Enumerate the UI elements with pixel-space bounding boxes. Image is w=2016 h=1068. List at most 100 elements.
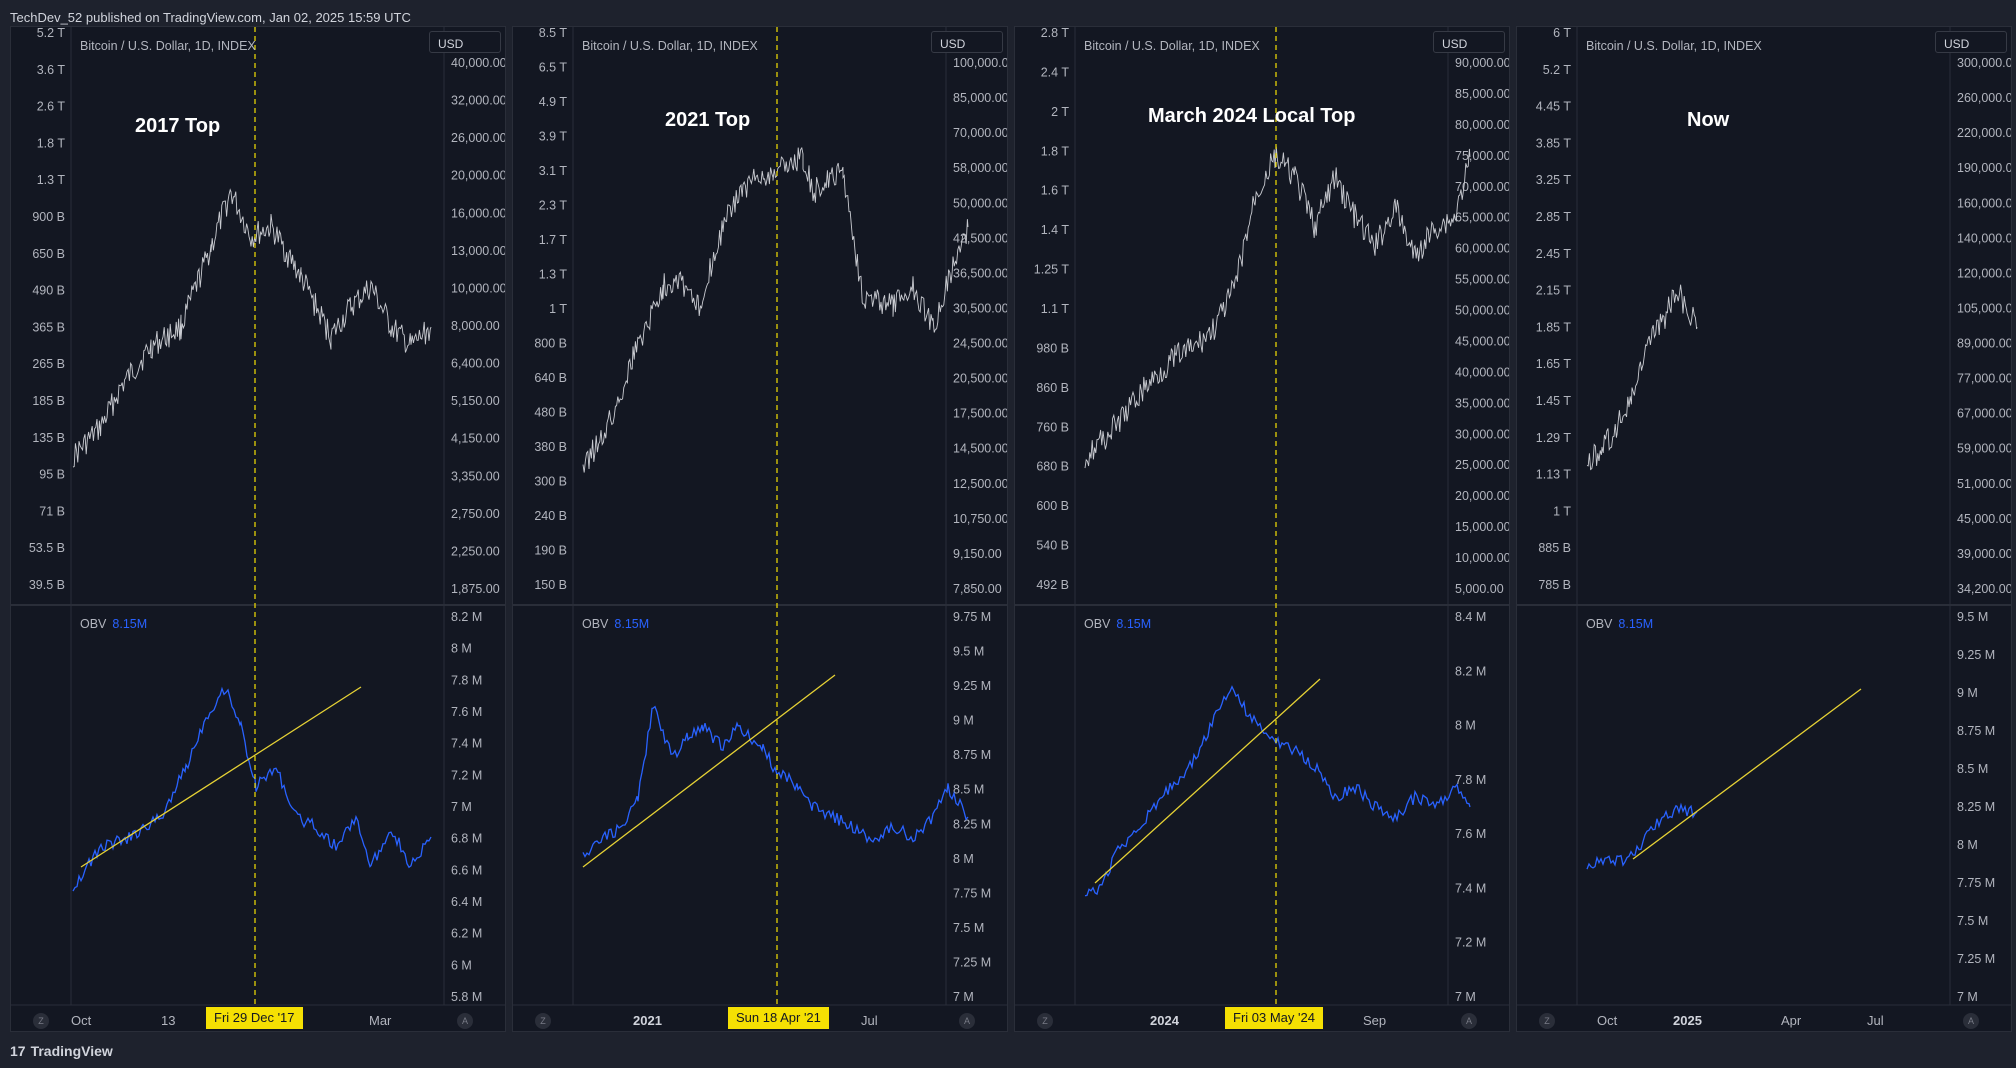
chart-panel-2[interactable]: 8.5 T 6.5 T 4.9 T 3.9 T 3.1 T 2.3 T 1.7 T 1.3 T… <box>512 26 1008 1032</box>
obv-axis-tick: 8 M <box>1957 838 1978 852</box>
obv-axis-tick: 8.75 M <box>953 748 991 762</box>
obv-axis-tick: 8.75 M <box>1957 724 1995 738</box>
price-axis-tick: 70,000.00 <box>953 126 1008 140</box>
obv-axis-tick: 7.25 M <box>953 955 991 969</box>
time-axis-label: Mar <box>369 1013 392 1028</box>
price-axis-tick: 85,000.00 <box>953 91 1008 105</box>
price-axis-tick: 77,000.00 <box>1957 372 2012 386</box>
obv-axis-tick: 7.75 M <box>1957 876 1995 890</box>
chart-canvas[interactable]: 2.8 T 2.4 T 2 T 1.8 T 1.6 T 1.4 T 1.25 T 1.1 T 9… <box>1015 27 1510 1032</box>
currency-button[interactable]: USD <box>1935 31 2007 53</box>
left-axis-tick: 492 B <box>1036 578 1069 592</box>
currency-button[interactable]: USD <box>429 31 501 53</box>
price-axis-tick: 70,000.00 <box>1455 180 1510 194</box>
price-axis-tick: 260,000.00 <box>1957 91 2012 105</box>
obv-axis-tick: 7 M <box>1455 990 1476 1004</box>
left-axis-tick: 680 B <box>1036 460 1069 474</box>
left-axis-tick: 185 B <box>32 394 65 408</box>
price-axis-tick: 20,000.00 <box>1455 489 1510 503</box>
zoom-reset-button[interactable]: Z <box>1539 1013 1555 1029</box>
price-axis-tick: 50,000.00 <box>953 196 1008 210</box>
obv-value: 8.15M <box>614 617 650 631</box>
chart-canvas[interactable]: 8.5 T 6.5 T 4.9 T 3.9 T 3.1 T 2.3 T 1.7 T 1.3 T… <box>513 27 1008 1032</box>
left-axis-tick: 1.6 T <box>1041 184 1070 198</box>
symbol-label[interactable]: Bitcoin / U.S. Dollar, 1D, INDEX <box>582 39 758 53</box>
price-axis-tick: 100,000.00 <box>953 56 1008 70</box>
left-axis-tick: 8.5 T <box>539 27 568 40</box>
price-axis-tick: 12,500.00 <box>953 477 1008 491</box>
symbol-label[interactable]: Bitcoin / U.S. Dollar, 1D, INDEX <box>1084 39 1260 53</box>
price-axis-tick: 24,500.00 <box>953 337 1008 351</box>
obv-axis-tick: 5.8 M <box>451 990 482 1004</box>
price-axis-tick: 105,000.00 <box>1957 301 2012 315</box>
auto-scale-button[interactable]: A <box>457 1013 473 1029</box>
left-axis-tick: 1.45 T <box>1536 394 1572 408</box>
left-axis-tick: 3.1 T <box>539 164 568 178</box>
auto-scale-button[interactable]: A <box>1963 1013 1979 1029</box>
obv-axis-tick: 8 M <box>451 642 472 656</box>
chart-canvas[interactable]: 5.2 T 3.6 T 2.6 T 1.8 T 1.3 T 900 B 650 B 490 B… <box>11 27 506 1032</box>
currency-button[interactable]: USD <box>1433 31 1505 53</box>
obv-axis-tick: 6.6 M <box>451 863 482 877</box>
left-axis-tick: 980 B <box>1036 341 1069 355</box>
time-axis-label: Oct <box>71 1013 92 1028</box>
brand-label: TradingView <box>30 1043 113 1059</box>
symbol-label[interactable]: Bitcoin / U.S. Dollar, 1D, INDEX <box>80 39 256 53</box>
left-axis-tick: 95 B <box>39 468 65 482</box>
price-axis-tick: 6,400.00 <box>451 357 500 371</box>
left-axis-tick: 1.7 T <box>539 233 568 247</box>
obv-legend[interactable]: OBV 8.15M <box>1586 617 1653 631</box>
left-axis-tick: 2.3 T <box>539 199 568 213</box>
crosshair-date-label: Sun 18 Apr '21 <box>728 1007 829 1029</box>
price-axis-tick: 1,875.00 <box>451 582 500 596</box>
obv-value: 8.15M <box>112 617 148 631</box>
left-axis-tick: 380 B <box>534 440 567 454</box>
price-axis-tick: 26,000.00 <box>451 131 506 145</box>
chart-panel-4[interactable]: 6 T 5.2 T 4.45 T 3.85 T 3.25 T 2.85 T 2.45 T 2.… <box>1516 26 2012 1032</box>
obv-trendline <box>582 674 836 868</box>
currency-button[interactable]: USD <box>931 31 1003 53</box>
left-axis-tick: 2.15 T <box>1536 284 1572 298</box>
left-axis-tick: 300 B <box>534 475 567 489</box>
zoom-reset-button[interactable]: Z <box>535 1013 551 1029</box>
tradingview-brand[interactable]: 17 TradingView <box>10 1043 113 1059</box>
obv-axis-tick: 8.4 M <box>1455 610 1486 624</box>
left-axis-tick: 2.8 T <box>1041 27 1070 40</box>
left-axis-tick: 785 B <box>1538 578 1571 592</box>
auto-scale-button[interactable]: A <box>1461 1013 1477 1029</box>
obv-axis-tick: 8 M <box>1455 719 1476 733</box>
zoom-reset-button[interactable]: Z <box>33 1013 49 1029</box>
obv-axis-tick: 8.5 M <box>953 783 984 797</box>
obv-legend[interactable]: OBV 8.15M <box>1084 617 1151 631</box>
left-axis-tick: 2.45 T <box>1536 247 1572 261</box>
obv-legend[interactable]: OBV 8.15M <box>582 617 649 631</box>
price-axis-tick: 35,000.00 <box>1455 396 1510 410</box>
obv-axis-tick: 7 M <box>1957 990 1978 1004</box>
chart-panel-1[interactable]: 5.2 T 3.6 T 2.6 T 1.8 T 1.3 T 900 B 650 B 490 B… <box>10 26 506 1032</box>
left-axis-tick: 4.45 T <box>1536 100 1572 114</box>
zoom-reset-button[interactable]: Z <box>1037 1013 1053 1029</box>
symbol-label[interactable]: Bitcoin / U.S. Dollar, 1D, INDEX <box>1586 39 1762 53</box>
left-axis-tick: 1.8 T <box>1041 144 1070 158</box>
price-axis-tick: 90,000.00 <box>1455 56 1510 70</box>
left-axis-tick: 900 B <box>32 210 65 224</box>
price-axis-tick: 85,000.00 <box>1455 87 1510 101</box>
price-axis-tick: 5,000.00 <box>1455 582 1504 596</box>
left-axis-tick: 265 B <box>32 357 65 371</box>
chart-panel-3[interactable]: 2.8 T 2.4 T 2 T 1.8 T 1.6 T 1.4 T 1.25 T 1.1 T 9… <box>1014 26 1510 1032</box>
price-candles <box>1586 284 1698 471</box>
auto-scale-button[interactable]: A <box>959 1013 975 1029</box>
left-axis-tick: 190 B <box>534 544 567 558</box>
obv-axis-tick: 7.6 M <box>451 705 482 719</box>
price-axis-tick: 2,250.00 <box>451 544 500 558</box>
price-axis-tick: 58,000.00 <box>953 161 1008 175</box>
obv-value: 8.15M <box>1618 617 1654 631</box>
left-axis-tick: 39.5 B <box>29 578 65 592</box>
obv-axis-tick: 7.8 M <box>1455 773 1486 787</box>
price-axis-tick: 3,350.00 <box>451 469 500 483</box>
obv-legend[interactable]: OBV 8.15M <box>80 617 147 631</box>
left-axis-tick: 3.85 T <box>1536 136 1572 150</box>
obv-axis-tick: 7.4 M <box>1455 881 1486 895</box>
left-axis-tick: 135 B <box>32 431 65 445</box>
chart-canvas[interactable]: 6 T 5.2 T 4.45 T 3.85 T 3.25 T 2.85 T 2.45 T 2.… <box>1517 27 2012 1032</box>
